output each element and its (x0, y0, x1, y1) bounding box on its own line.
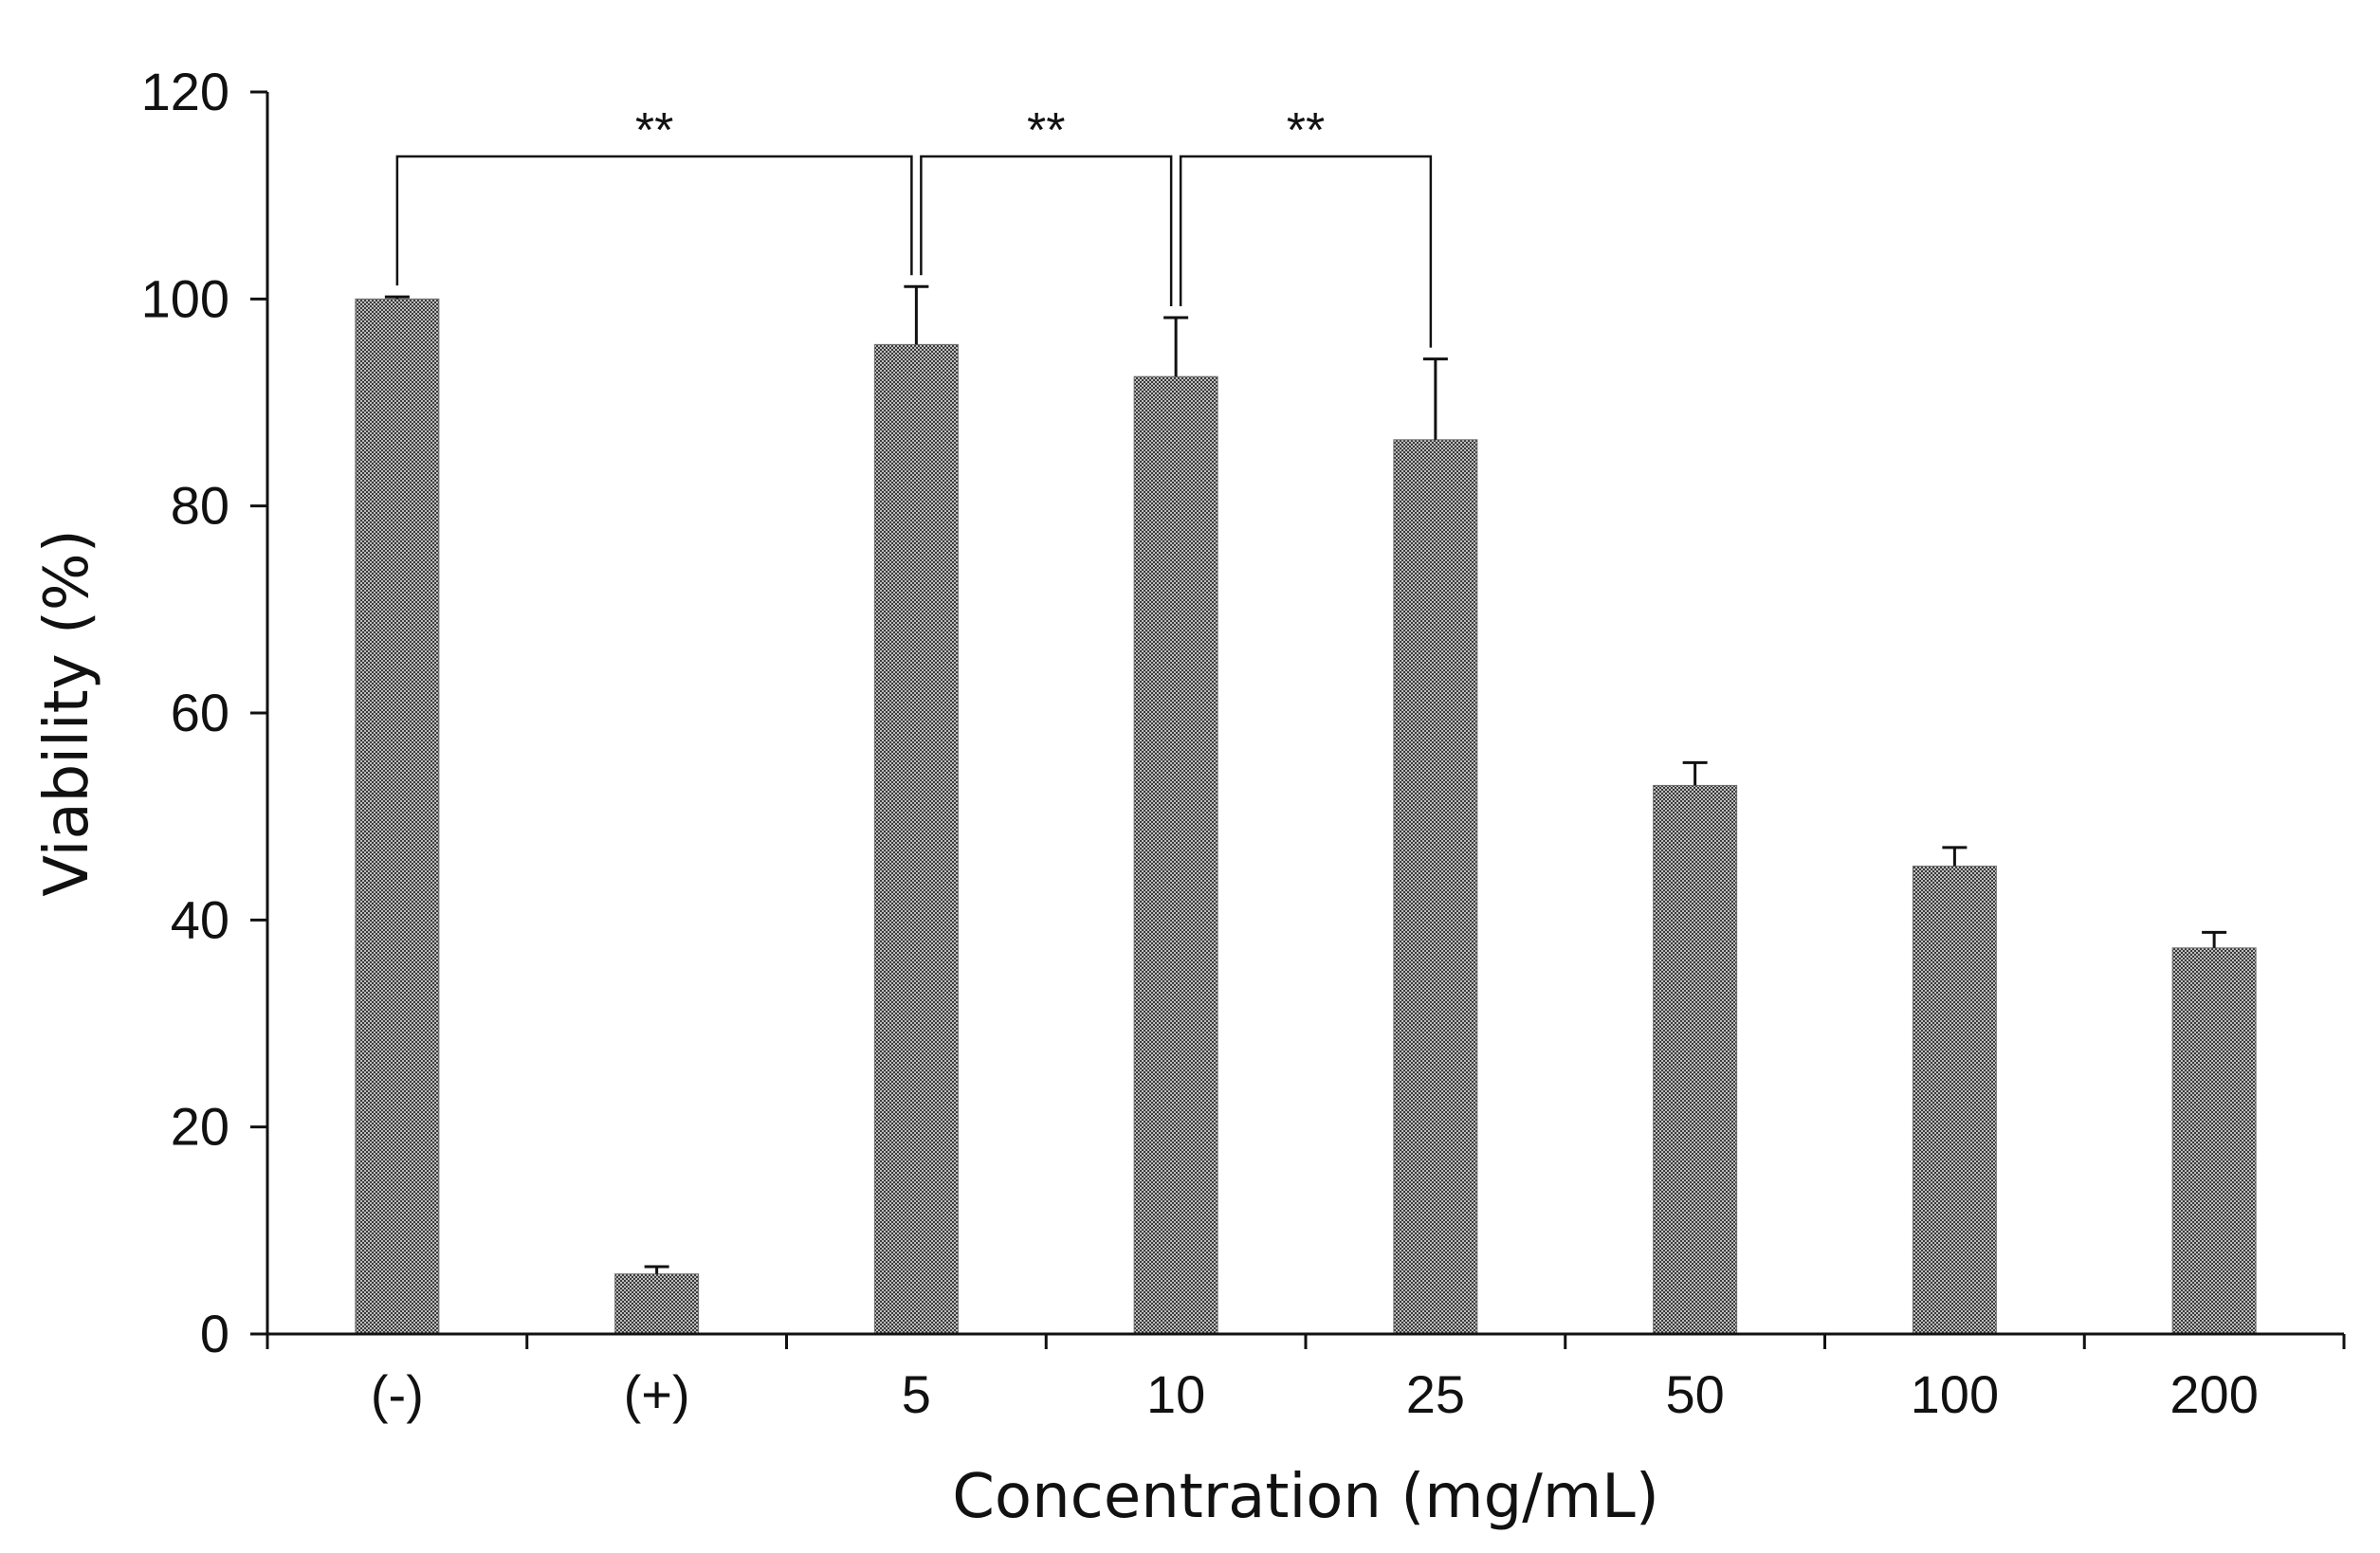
x-tick-label: 10 (1146, 1364, 1205, 1424)
y-tick-label: 100 (141, 268, 229, 328)
plot-area: 0 20 40 60 80 100 120 (-) (+) 5 10 25 50 100 200 ** ** ** (141, 62, 2346, 1424)
y-tick-label: 60 (171, 683, 229, 742)
significance-label: ** (1287, 103, 1325, 158)
y-axis-title: Viability (%) (32, 529, 102, 896)
significance-bracket (920, 155, 1173, 306)
bar-5 (873, 343, 959, 1335)
y-tick-label: 20 (171, 1097, 229, 1157)
bar-(-) (355, 298, 440, 1335)
x-tick-label: 50 (1665, 1364, 1724, 1424)
y-tick-label: 0 (200, 1304, 229, 1363)
bar-(+) (614, 1273, 700, 1335)
bar-50 (1653, 784, 1738, 1335)
y-tick-label: 40 (171, 889, 229, 949)
x-tick-label: 5 (902, 1364, 931, 1424)
bar-200 (2171, 947, 2257, 1335)
y-tick-label: 80 (171, 476, 229, 536)
significance-bracket (395, 155, 913, 286)
x-tick-label: (+) (624, 1364, 690, 1424)
significance-label: ** (635, 103, 673, 158)
x-tick-label: 100 (1911, 1364, 1999, 1424)
x-tick-label: 200 (2169, 1364, 2258, 1424)
bar-10 (1133, 375, 1218, 1335)
bar-100 (1912, 866, 1997, 1335)
bar-25 (1393, 439, 1478, 1335)
significance-label: ** (1027, 103, 1065, 158)
x-tick-label: 25 (1406, 1364, 1465, 1424)
y-tick-label: 120 (141, 62, 229, 121)
x-axis-title: Concentration (mg/mL) (952, 1462, 1659, 1532)
x-tick-label: (-) (371, 1364, 424, 1424)
significance-bracket (1179, 155, 1433, 348)
